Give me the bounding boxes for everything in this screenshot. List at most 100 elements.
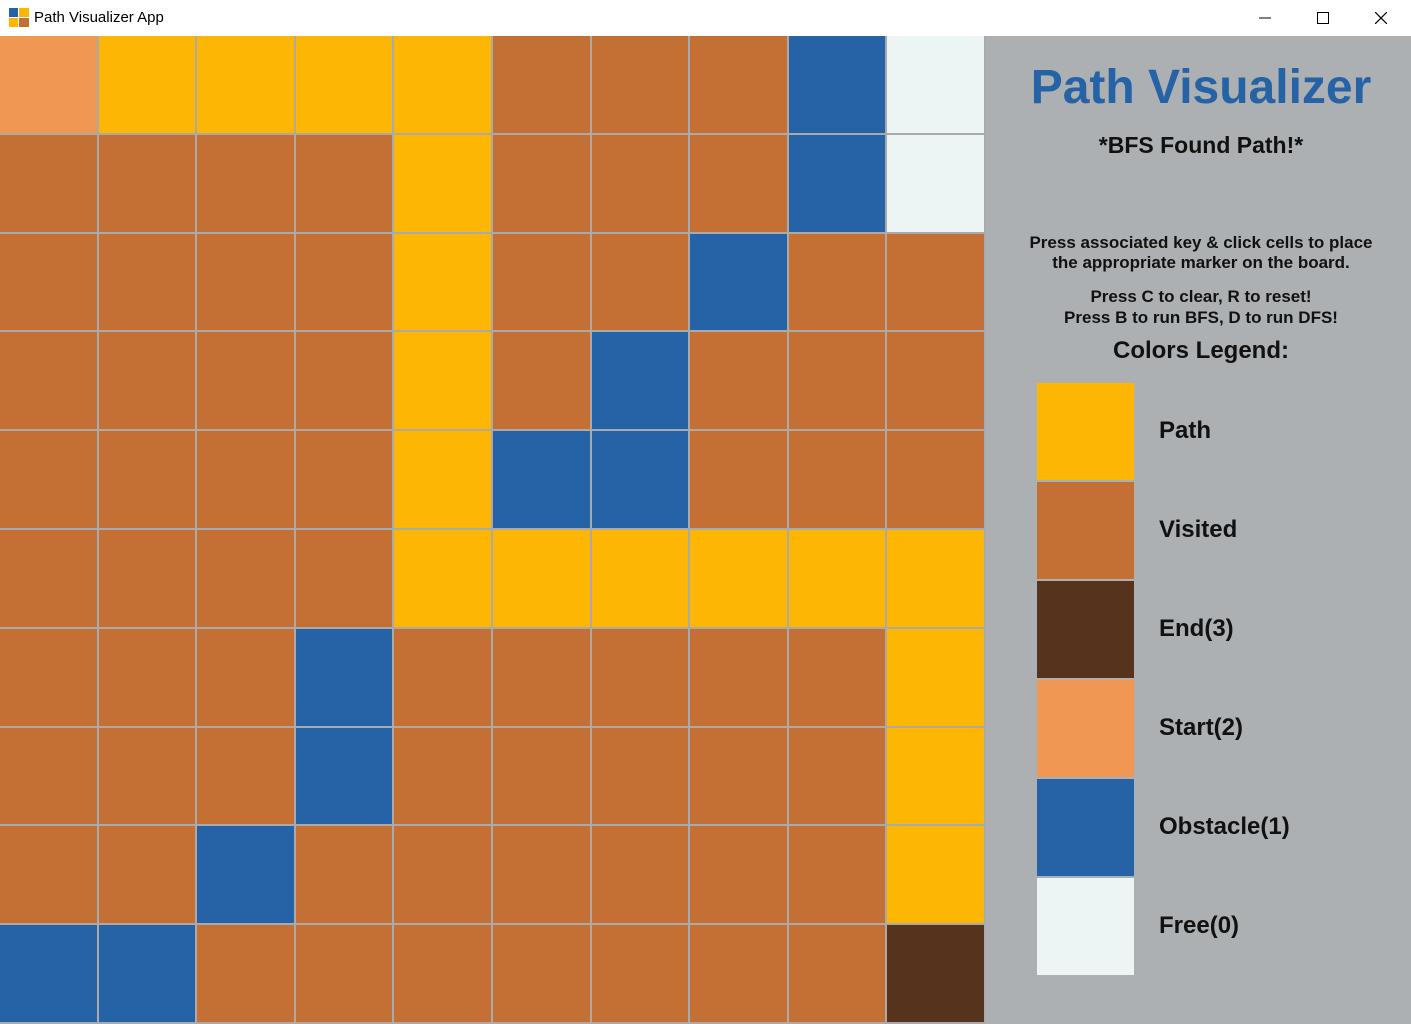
grid-cell-visited[interactable] xyxy=(0,332,97,430)
grid-cell-visited[interactable] xyxy=(394,826,491,924)
grid-cell-path[interactable] xyxy=(887,826,984,924)
grid-cell-visited[interactable] xyxy=(788,727,886,825)
grid-cell-visited[interactable] xyxy=(0,233,97,331)
grid-cell-visited[interactable] xyxy=(591,233,689,331)
grid-cell-path[interactable] xyxy=(394,431,491,528)
grid-cell-obstacle[interactable] xyxy=(788,36,886,133)
grid-cell-obstacle[interactable] xyxy=(591,332,689,430)
grid-cell-visited[interactable] xyxy=(788,925,886,1022)
grid-cell-path[interactable] xyxy=(690,530,787,627)
grid-cell-visited[interactable] xyxy=(493,233,590,331)
grid-cell-visited[interactable] xyxy=(493,826,590,924)
grid-cell-obstacle[interactable] xyxy=(295,727,393,825)
grid-cell-visited[interactable] xyxy=(493,628,590,726)
grid-cell-path[interactable] xyxy=(394,233,491,331)
grid-cell-visited[interactable] xyxy=(591,134,689,232)
grid-cell-path[interactable] xyxy=(887,530,984,627)
grid-cell-visited[interactable] xyxy=(295,332,393,430)
grid-cell-visited[interactable] xyxy=(0,826,97,924)
grid-cell-visited[interactable] xyxy=(887,431,984,528)
grid-cell-visited[interactable] xyxy=(493,36,590,133)
grid-cell-visited[interactable] xyxy=(394,727,491,825)
grid-cell-path[interactable] xyxy=(788,530,886,627)
grid-cell-visited[interactable] xyxy=(394,925,491,1022)
grid-cell-visited[interactable] xyxy=(493,925,590,1022)
grid-cell-visited[interactable] xyxy=(0,530,97,627)
grid-cell-visited[interactable] xyxy=(887,233,984,331)
grid-cell-obstacle[interactable] xyxy=(493,431,590,528)
grid-cell-visited[interactable] xyxy=(690,925,787,1022)
grid-cell-visited[interactable] xyxy=(98,727,196,825)
maximize-button[interactable] xyxy=(1294,0,1352,36)
grid-cell-visited[interactable] xyxy=(295,233,393,331)
grid-cell-visited[interactable] xyxy=(788,332,886,430)
grid-cell-visited[interactable] xyxy=(690,727,787,825)
grid-cell-visited[interactable] xyxy=(788,826,886,924)
grid-cell-visited[interactable] xyxy=(0,134,97,232)
grid-cell-visited[interactable] xyxy=(690,134,787,232)
grid-cell-visited[interactable] xyxy=(788,628,886,726)
grid-cell-visited[interactable] xyxy=(197,431,294,528)
grid-cell-visited[interactable] xyxy=(295,826,393,924)
grid-cell-visited[interactable] xyxy=(295,925,393,1022)
grid-cell-path[interactable] xyxy=(98,36,196,133)
minimize-button[interactable] xyxy=(1236,0,1294,36)
grid-cell-obstacle[interactable] xyxy=(0,925,97,1022)
grid-cell-visited[interactable] xyxy=(197,727,294,825)
grid-cell-visited[interactable] xyxy=(197,925,294,1022)
grid-cell-visited[interactable] xyxy=(197,628,294,726)
grid-cell-visited[interactable] xyxy=(493,727,590,825)
grid-cell-visited[interactable] xyxy=(591,925,689,1022)
grid-cell-visited[interactable] xyxy=(197,530,294,627)
grid-cell-path[interactable] xyxy=(394,36,491,133)
grid-cell-visited[interactable] xyxy=(98,332,196,430)
grid-cell-visited[interactable] xyxy=(197,233,294,331)
grid-cell-visited[interactable] xyxy=(690,431,787,528)
grid-cell-visited[interactable] xyxy=(690,628,787,726)
grid-cell-visited[interactable] xyxy=(493,134,590,232)
grid-cell-visited[interactable] xyxy=(690,332,787,430)
grid-cell-visited[interactable] xyxy=(98,233,196,331)
grid-cell-obstacle[interactable] xyxy=(197,826,294,924)
grid-cell-visited[interactable] xyxy=(98,431,196,528)
grid-cell-visited[interactable] xyxy=(295,530,393,627)
grid-cell-path[interactable] xyxy=(394,530,491,627)
grid-cell-visited[interactable] xyxy=(98,628,196,726)
grid-cell-obstacle[interactable] xyxy=(295,628,393,726)
grid-cell-obstacle[interactable] xyxy=(98,925,196,1022)
close-button[interactable] xyxy=(1352,0,1410,36)
grid-cell-obstacle[interactable] xyxy=(591,431,689,528)
grid-cell-visited[interactable] xyxy=(591,36,689,133)
grid-cell-visited[interactable] xyxy=(98,826,196,924)
grid-cell-visited[interactable] xyxy=(0,431,97,528)
grid-cell-visited[interactable] xyxy=(788,233,886,331)
grid-cell-path[interactable] xyxy=(295,36,393,133)
grid-cell-visited[interactable] xyxy=(197,134,294,232)
grid-cell-visited[interactable] xyxy=(591,628,689,726)
grid-cell-visited[interactable] xyxy=(0,727,97,825)
grid-cell-end[interactable] xyxy=(887,925,984,1022)
grid-cell-visited[interactable] xyxy=(98,134,196,232)
grid-cell-visited[interactable] xyxy=(690,826,787,924)
grid-cell-free[interactable] xyxy=(887,36,984,133)
grid-cell-obstacle[interactable] xyxy=(690,233,787,331)
grid-cell-visited[interactable] xyxy=(197,332,294,430)
grid-cell-path[interactable] xyxy=(197,36,294,133)
grid-cell-path[interactable] xyxy=(493,530,590,627)
grid-cell-start[interactable] xyxy=(0,36,97,133)
grid-cell-visited[interactable] xyxy=(295,134,393,232)
grid-cell-path[interactable] xyxy=(394,332,491,430)
grid-cell-path[interactable] xyxy=(394,134,491,232)
grid-cell-free[interactable] xyxy=(887,134,984,232)
grid-cell-visited[interactable] xyxy=(98,530,196,627)
grid-cell-path[interactable] xyxy=(887,628,984,726)
grid-cell-visited[interactable] xyxy=(394,628,491,726)
grid-cell-visited[interactable] xyxy=(591,727,689,825)
grid-cell-visited[interactable] xyxy=(493,332,590,430)
grid-board[interactable] xyxy=(0,36,986,1024)
grid-cell-visited[interactable] xyxy=(887,332,984,430)
grid-cell-obstacle[interactable] xyxy=(788,134,886,232)
grid-cell-visited[interactable] xyxy=(690,36,787,133)
grid-cell-path[interactable] xyxy=(591,530,689,627)
grid-cell-visited[interactable] xyxy=(591,826,689,924)
